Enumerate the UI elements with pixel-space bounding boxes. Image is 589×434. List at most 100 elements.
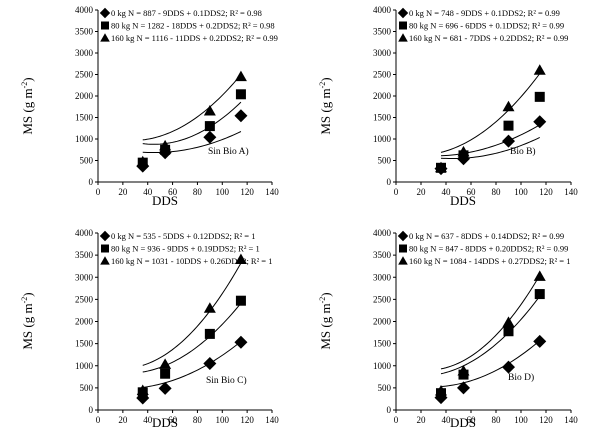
panel-label: Bio B) (510, 146, 536, 157)
y-tick-label: 500 (378, 156, 392, 166)
x-tick-label: 100 (216, 415, 230, 425)
y-tick-label: 1500 (75, 339, 94, 349)
legend-marker-square (101, 244, 109, 253)
data-point-diamond (502, 134, 515, 148)
x-axis-title: DDS (450, 193, 476, 208)
fit-curve-diamond (142, 341, 242, 388)
y-axis-title: MS (g m-2) (318, 292, 333, 349)
x-tick-label: 140 (265, 415, 279, 425)
legend-marker-diamond (99, 230, 111, 242)
x-tick-label: 0 (96, 415, 101, 425)
x-tick-label: 60 (467, 415, 477, 425)
data-point-diamond (234, 335, 248, 349)
fit-curve-triangle (142, 74, 242, 141)
x-tick-label: 0 (394, 415, 399, 425)
data-point-diamond (533, 115, 547, 129)
legend-entry: 160 kg N = 1084 - 14DDS + 0.27DDS2; R² =… (409, 256, 570, 266)
x-tick-label: 140 (265, 187, 279, 197)
x-axis-title: DDS (450, 415, 476, 430)
y-tick-label: 0 (89, 177, 94, 187)
fit-curve-triangle (440, 73, 541, 153)
data-point-triangle (457, 145, 470, 157)
y-tick-label: 2000 (373, 317, 392, 327)
x-tick-label: 120 (240, 187, 254, 197)
x-tick-label: 0 (96, 187, 101, 197)
x-tick-label: 40 (143, 187, 153, 197)
y-tick-label: 1500 (373, 339, 392, 349)
x-tick-label: 20 (417, 187, 427, 197)
data-point-square (204, 121, 215, 132)
x-tick-label: 100 (514, 187, 528, 197)
x-tick-label: 120 (240, 415, 254, 425)
x-tick-label: 40 (442, 187, 452, 197)
panel-label: Bio D) (508, 372, 534, 383)
data-point-square (160, 368, 171, 379)
data-point-diamond (457, 381, 470, 395)
data-point-square (503, 326, 514, 337)
y-tick-label: 3500 (75, 27, 94, 37)
legend-marker-triangle (398, 256, 408, 265)
data-point-triangle (435, 384, 447, 396)
y-tick-label: 500 (80, 383, 94, 393)
fit-curve-square (440, 295, 541, 375)
y-tick-label: 2000 (75, 91, 94, 101)
y-tick-label: 3000 (75, 48, 94, 58)
legend-entry: 80 kg N = 1282 - 18DDS + 0.2DDS2; R² = 0… (111, 21, 275, 31)
legend-entry: 160 kg N = 681 - 7DDS + 0.2DDS2; R² = 0.… (409, 33, 568, 43)
x-axis-title: DDS (152, 193, 178, 208)
x-tick-label: 80 (492, 187, 502, 197)
chart-panel-1: 0 500 1000 1500 2000 2500 3000 3500 4000 0 20 40 60 8… (318, 5, 578, 208)
x-tick-label: 80 (492, 415, 502, 425)
y-tick-label: 0 (387, 177, 392, 187)
data-point-triangle (502, 100, 515, 112)
data-point-diamond (203, 130, 217, 144)
data-point-square (503, 120, 514, 131)
legend-entry: 0 kg N = 887 - 9DDS + 0.1DDS2; R² = 0.98 (111, 8, 262, 18)
x-axis-title: DDS (152, 415, 178, 430)
legend-marker-triangle (100, 33, 110, 42)
x-tick-label: 80 (193, 187, 203, 197)
x-tick-label: 0 (394, 187, 399, 197)
y-tick-label: 2500 (75, 70, 94, 80)
x-tick-label: 100 (216, 187, 230, 197)
fit-curve-square (142, 101, 242, 145)
data-point-triangle (203, 302, 216, 313)
data-point-triangle (533, 64, 546, 75)
x-tick-label: 80 (193, 415, 203, 425)
y-tick-label: 3500 (373, 27, 392, 37)
y-tick-label: 4000 (75, 228, 94, 238)
x-tick-label: 60 (168, 187, 178, 197)
y-tick-label: 2500 (373, 294, 392, 304)
y-tick-label: 2000 (75, 317, 94, 327)
y-axis-title: MS (g m-2) (20, 292, 35, 349)
data-point-triangle (533, 270, 546, 281)
x-tick-label: 60 (467, 187, 477, 197)
data-point-square (235, 295, 246, 306)
legend-marker-square (399, 21, 407, 30)
legend-marker-square (399, 244, 407, 253)
legend-entry: 80 kg N = 847 - 8DDS + 0.20DDS2; R² = 0.… (409, 244, 568, 254)
y-tick-label: 1000 (373, 361, 392, 371)
data-point-square (235, 89, 246, 100)
y-tick-label: 3000 (75, 272, 94, 282)
legend-marker-triangle (398, 33, 408, 42)
x-tick-label: 60 (168, 415, 178, 425)
data-point-triangle (234, 253, 247, 265)
y-tick-label: 0 (89, 405, 94, 415)
y-tick-label: 500 (80, 156, 94, 166)
x-tick-label: 20 (417, 415, 427, 425)
fit-curve-triangle (440, 275, 541, 370)
data-point-triangle (203, 105, 216, 116)
y-tick-label: 3000 (373, 48, 392, 58)
data-point-triangle (136, 155, 149, 167)
data-point-triangle (502, 316, 515, 327)
legend-marker-diamond (99, 7, 111, 19)
data-point-square (534, 289, 545, 300)
y-tick-label: 500 (378, 383, 392, 393)
data-point-square (534, 91, 545, 102)
legend-marker-triangle (100, 256, 110, 265)
legend-marker-square (101, 21, 109, 30)
data-point-diamond (234, 109, 248, 123)
y-tick-label: 1000 (75, 361, 94, 371)
x-tick-label: 20 (118, 187, 128, 197)
